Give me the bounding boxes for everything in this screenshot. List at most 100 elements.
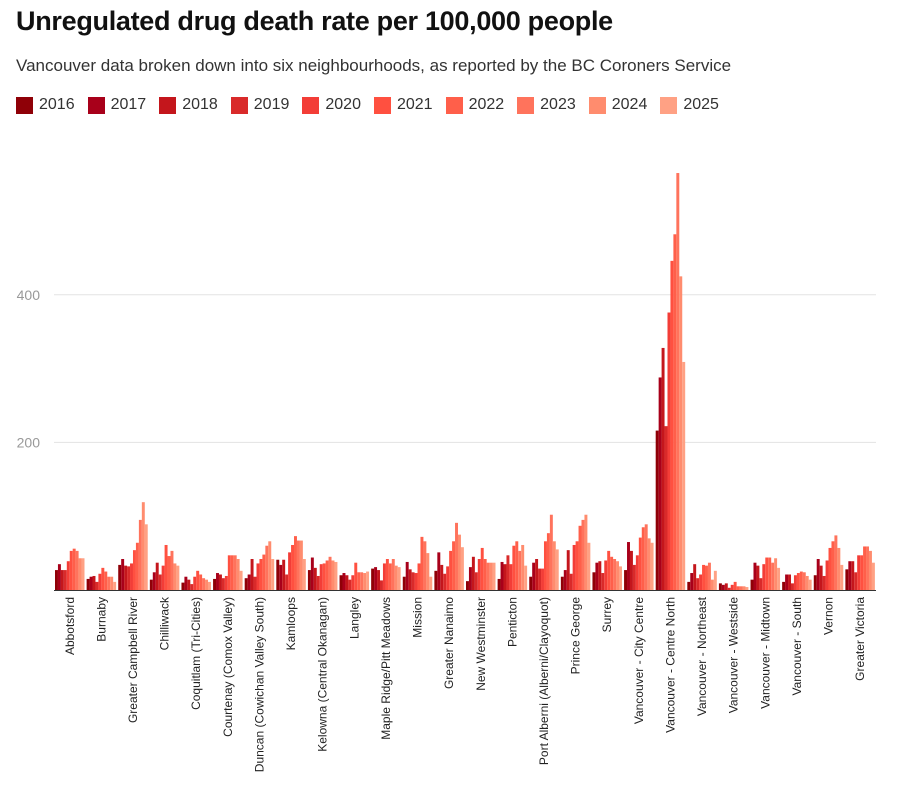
x-tick-label: Kamloops	[284, 597, 298, 650]
bar	[357, 572, 361, 590]
bar	[546, 533, 550, 590]
x-tick-label: Mission	[411, 597, 425, 638]
bar	[578, 525, 582, 590]
bar	[782, 581, 786, 590]
bar	[667, 312, 671, 590]
bar	[848, 561, 852, 590]
bar	[417, 563, 421, 590]
bar	[610, 556, 614, 590]
bar	[707, 562, 711, 590]
bar	[130, 563, 133, 590]
bar	[247, 574, 251, 590]
bar	[863, 546, 867, 590]
bar	[503, 564, 507, 590]
bar	[307, 570, 311, 590]
bar	[253, 576, 257, 590]
bar	[262, 554, 266, 590]
bar	[532, 562, 536, 590]
bar	[647, 538, 651, 590]
bar	[285, 574, 289, 590]
bar	[316, 575, 320, 590]
bar	[845, 569, 849, 590]
x-tick-label: Langley	[347, 597, 361, 639]
bar	[799, 571, 803, 590]
bar	[371, 568, 375, 590]
bar	[676, 173, 680, 590]
bar	[566, 550, 570, 590]
bar	[208, 581, 211, 590]
bar	[164, 544, 168, 590]
bar	[95, 581, 99, 590]
legend-swatch	[445, 96, 463, 114]
bar	[793, 575, 797, 590]
bar	[644, 524, 648, 590]
x-tick-label: Vancouver - Northeast	[695, 596, 709, 716]
legend-swatch	[373, 96, 391, 114]
bar	[271, 559, 275, 590]
legend-swatch	[588, 96, 606, 114]
legend-label: 2020	[325, 96, 361, 113]
bar	[816, 559, 820, 590]
bar	[785, 574, 789, 590]
bar	[55, 570, 58, 590]
bar	[718, 583, 722, 590]
bar	[385, 559, 389, 590]
legend-item: 2024	[588, 96, 648, 114]
bar	[230, 555, 234, 590]
bar	[161, 565, 165, 590]
bar	[857, 555, 861, 590]
bar	[587, 542, 591, 590]
bar	[777, 567, 781, 590]
legend-label: 2021	[396, 96, 433, 113]
bar	[518, 550, 522, 590]
bar	[535, 559, 539, 590]
bar	[696, 578, 700, 590]
legend-label: 2018	[182, 96, 218, 113]
bar	[632, 564, 636, 590]
x-tick-label: Greater Campbell River	[126, 597, 140, 723]
bar	[167, 556, 171, 590]
bar	[296, 540, 300, 590]
x-tick-label: Maple Ridge/Pitt Meadows	[379, 597, 393, 740]
bar	[471, 556, 475, 590]
bar	[89, 576, 93, 590]
y-tick-label: 400	[17, 287, 41, 303]
bar	[205, 579, 209, 590]
bar	[466, 581, 469, 590]
legend-item: 2018	[159, 96, 218, 114]
bar	[414, 573, 418, 590]
bar	[196, 570, 200, 590]
x-tick-label: New Westminster	[474, 597, 488, 691]
legend-swatch	[517, 96, 535, 114]
bar	[825, 560, 829, 590]
legend-item: 2025	[660, 96, 719, 114]
bar	[411, 572, 415, 590]
bar	[426, 553, 430, 590]
bar	[265, 545, 269, 590]
bar	[670, 260, 674, 590]
bar	[549, 514, 553, 590]
bar	[276, 559, 280, 590]
bar	[187, 579, 191, 590]
bar	[124, 565, 128, 590]
bar	[851, 561, 855, 590]
x-tick-label: Surrey	[600, 597, 614, 632]
bar	[791, 583, 794, 590]
bar	[569, 573, 573, 590]
bar	[641, 527, 645, 590]
bar	[176, 565, 180, 590]
bar	[753, 562, 757, 590]
bar	[299, 540, 303, 590]
bar	[141, 502, 145, 590]
bar	[155, 562, 159, 590]
bar	[682, 361, 686, 590]
bar	[483, 559, 487, 590]
bar	[380, 580, 383, 590]
bar	[730, 584, 734, 590]
bar	[724, 583, 728, 590]
x-tick-label: Courtenay (Comox Valley)	[221, 597, 235, 737]
bar	[713, 570, 717, 590]
bar	[170, 550, 174, 590]
legend-label: 2024	[611, 96, 648, 113]
bar	[635, 555, 639, 590]
